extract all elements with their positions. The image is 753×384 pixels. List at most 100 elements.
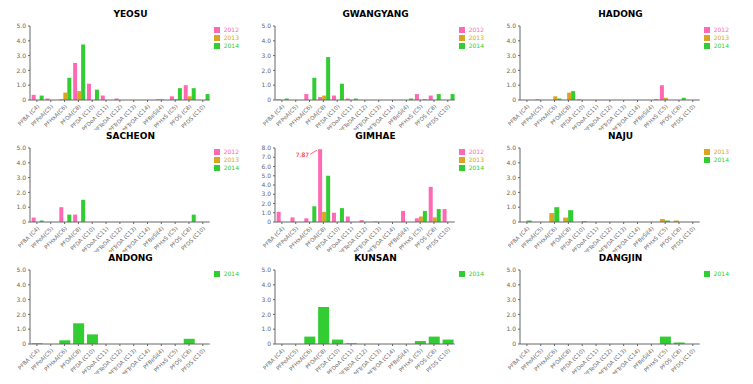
svg-text:5.0: 5.0	[261, 266, 271, 273]
svg-text:2.0: 2.0	[506, 189, 516, 196]
svg-text:0: 0	[267, 218, 271, 225]
svg-text:PFHxS (C5): PFHxS (C5)	[397, 103, 424, 130]
svg-text:2.0: 2.0	[261, 311, 271, 318]
svg-text:3.0: 3.0	[261, 190, 271, 197]
svg-text:PFPeA(C5): PFPeA(C5)	[274, 103, 300, 128]
svg-text:0: 0	[512, 340, 516, 347]
svg-text:4.0: 4.0	[16, 37, 26, 44]
svg-text:1.0: 1.0	[261, 325, 271, 332]
svg-text:PFPeA(C5): PFPeA(C5)	[274, 225, 300, 250]
svg-text:PFDA (C10): PFDA (C10)	[559, 225, 586, 252]
svg-text:PFDA (C10): PFDA (C10)	[314, 347, 341, 374]
svg-text:0: 0	[512, 218, 516, 225]
svg-text:3.0: 3.0	[16, 174, 26, 181]
svg-text:8.0: 8.0	[261, 144, 271, 151]
svg-text:5.0: 5.0	[16, 144, 26, 151]
svg-text:5.0: 5.0	[16, 22, 26, 29]
svg-text:PFHxS (C5): PFHxS (C5)	[642, 225, 669, 252]
svg-text:PFDA (C10): PFDA (C10)	[559, 347, 586, 374]
svg-text:PFHxA(C6): PFHxA(C6)	[43, 103, 68, 129]
svg-text:PFHxS (C5): PFHxS (C5)	[642, 103, 669, 130]
svg-text:4.0: 4.0	[506, 37, 516, 44]
svg-text:7.0: 7.0	[261, 153, 271, 160]
svg-text:PFDA (C10): PFDA (C10)	[314, 225, 341, 252]
svg-text:2.0: 2.0	[16, 67, 26, 74]
svg-text:PFHxA(C6): PFHxA(C6)	[43, 225, 68, 251]
svg-text:2.0: 2.0	[16, 311, 26, 318]
svg-text:1.0: 1.0	[16, 203, 26, 210]
svg-text:PFHxS (C5): PFHxS (C5)	[152, 225, 179, 252]
svg-text:4.0: 4.0	[261, 37, 271, 44]
svg-text:PFPeA(C5): PFPeA(C5)	[29, 103, 55, 128]
svg-text:PFDA (C10): PFDA (C10)	[69, 347, 96, 374]
svg-text:PFDS (C10): PFDS (C10)	[670, 225, 696, 251]
svg-text:5.0: 5.0	[16, 266, 26, 273]
svg-text:PFDS (C10): PFDS (C10)	[425, 103, 451, 129]
svg-text:3.0: 3.0	[261, 52, 271, 59]
svg-text:5.0: 5.0	[506, 266, 516, 273]
svg-text:PFHxA(C6): PFHxA(C6)	[288, 103, 313, 129]
svg-text:PFPeA(C5): PFPeA(C5)	[519, 225, 545, 250]
svg-text:PFHxS (C5): PFHxS (C5)	[152, 103, 179, 130]
svg-text:PFPeA(C5): PFPeA(C5)	[29, 347, 55, 372]
svg-text:5.0: 5.0	[261, 22, 271, 29]
svg-text:2.0: 2.0	[261, 67, 271, 74]
svg-text:1.0: 1.0	[261, 81, 271, 88]
svg-text:1.0: 1.0	[506, 203, 516, 210]
svg-text:1.0: 1.0	[506, 325, 516, 332]
svg-text:1.0: 1.0	[16, 81, 26, 88]
svg-text:PFHxA(C6): PFHxA(C6)	[288, 225, 313, 251]
svg-text:0: 0	[267, 96, 271, 103]
svg-text:PFDS (C10): PFDS (C10)	[670, 347, 696, 373]
svg-text:3.0: 3.0	[506, 174, 516, 181]
svg-text:PFDA (C10): PFDA (C10)	[314, 103, 341, 130]
svg-text:4.0: 4.0	[16, 281, 26, 288]
svg-text:PFDS (C10): PFDS (C10)	[180, 103, 206, 129]
svg-text:2.0: 2.0	[16, 189, 26, 196]
svg-text:5.0: 5.0	[261, 172, 271, 179]
svg-text:2.0: 2.0	[506, 67, 516, 74]
svg-text:2.0: 2.0	[261, 200, 271, 207]
svg-text:PFHxS (C5): PFHxS (C5)	[397, 225, 424, 252]
svg-text:PFHxS (C5): PFHxS (C5)	[642, 347, 669, 374]
svg-text:3.0: 3.0	[261, 296, 271, 303]
svg-text:PFPeA(C5): PFPeA(C5)	[274, 347, 300, 372]
svg-text:PFDS (C10): PFDS (C10)	[180, 347, 206, 373]
svg-text:0: 0	[22, 218, 26, 225]
svg-text:PFHxS (C5): PFHxS (C5)	[152, 347, 179, 374]
svg-text:PFPeA(C5): PFPeA(C5)	[29, 225, 55, 250]
svg-text:PFDS (C10): PFDS (C10)	[425, 225, 451, 251]
svg-text:PFHxA(C6): PFHxA(C6)	[533, 225, 558, 251]
svg-text:1.0: 1.0	[506, 81, 516, 88]
svg-text:PFHxA(C6): PFHxA(C6)	[533, 103, 558, 129]
svg-text:7.87: 7.87	[296, 151, 310, 158]
svg-text:0: 0	[22, 340, 26, 347]
svg-text:3.0: 3.0	[16, 52, 26, 59]
svg-text:1.0: 1.0	[261, 209, 271, 216]
svg-text:1.0: 1.0	[16, 325, 26, 332]
svg-text:5.0: 5.0	[506, 144, 516, 151]
svg-text:PFHxA(C6): PFHxA(C6)	[43, 347, 68, 373]
svg-text:0: 0	[22, 96, 26, 103]
svg-text:0: 0	[512, 96, 516, 103]
svg-text:PFPeA(C5): PFPeA(C5)	[519, 103, 545, 128]
svg-text:4.0: 4.0	[261, 181, 271, 188]
svg-text:3.0: 3.0	[506, 52, 516, 59]
svg-text:4.0: 4.0	[16, 159, 26, 166]
svg-text:PFHxS (C5): PFHxS (C5)	[397, 347, 424, 374]
svg-text:5.0: 5.0	[506, 22, 516, 29]
svg-text:PFDS (C10): PFDS (C10)	[670, 103, 696, 129]
svg-text:3.0: 3.0	[506, 296, 516, 303]
svg-text:4.0: 4.0	[506, 281, 516, 288]
svg-text:2.0: 2.0	[506, 311, 516, 318]
svg-text:PFDA (C10): PFDA (C10)	[69, 225, 96, 252]
svg-text:6.0: 6.0	[261, 163, 271, 170]
svg-text:PFDA (C10): PFDA (C10)	[559, 103, 586, 130]
svg-text:4.0: 4.0	[261, 281, 271, 288]
svg-text:0: 0	[267, 340, 271, 347]
svg-text:3.0: 3.0	[16, 296, 26, 303]
svg-text:PFDA (C10): PFDA (C10)	[69, 103, 96, 130]
svg-text:PFDS (C10): PFDS (C10)	[180, 225, 206, 251]
svg-text:PFDS (C10): PFDS (C10)	[425, 347, 451, 373]
svg-text:4.0: 4.0	[506, 159, 516, 166]
